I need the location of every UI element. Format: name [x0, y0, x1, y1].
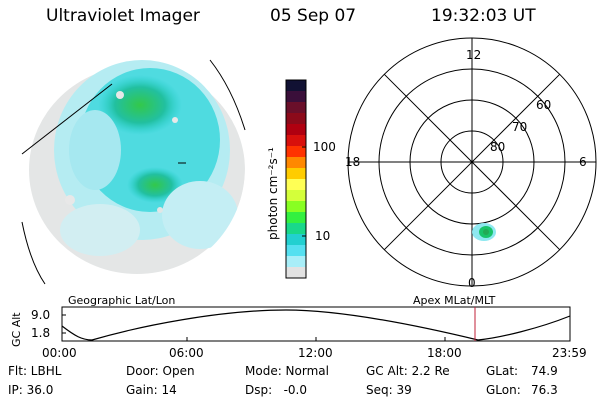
instrument-title: Ultraviolet Imager — [46, 6, 200, 26]
lat-label-70: 70 — [512, 120, 528, 134]
glon-label: GLon: — [486, 383, 521, 397]
colorbar-frame — [285, 79, 307, 279]
altitude-tick-9: 9.0 — [31, 308, 51, 322]
colorbar-swatch — [286, 212, 306, 224]
mlt-label-0: 0 — [468, 276, 476, 290]
glat-label: GLat: — [486, 364, 519, 378]
lat-label-60: 60 — [536, 98, 552, 112]
seq-status: Seq: 39 — [366, 383, 412, 397]
colorbar-tick-10: 10 — [315, 229, 331, 243]
time-tick-2359: 23:59 — [552, 346, 587, 360]
colorbar-swatch — [286, 91, 306, 103]
time-tick-0600: 06:00 — [169, 346, 204, 360]
colorbar — [285, 79, 307, 279]
colorbar-unit-label: photon cm⁻²s⁻¹ — [266, 147, 280, 240]
door-status: Door: Open — [126, 364, 195, 378]
colorbar-swatch — [286, 80, 306, 92]
mlt-label-12: 12 — [466, 48, 482, 62]
colorbar-swatch — [286, 190, 306, 202]
dsp-status: Dsp: -0.0 — [245, 383, 308, 397]
lat-label-80: 80 — [490, 140, 506, 154]
apex-caption: Apex MLat/MLT — [413, 294, 496, 307]
polar-plot[interactable] — [347, 37, 597, 287]
colorbar-swatch — [286, 267, 306, 279]
colorbar-swatch — [286, 245, 306, 257]
colorbar-swatch — [286, 113, 306, 125]
colorbar-tick-100: 100 — [313, 140, 336, 154]
time-tick-1200: 12:00 — [298, 346, 333, 360]
colorbar-swatch — [286, 146, 306, 158]
colorbar-swatch — [286, 135, 306, 147]
altitude-tick-1-8: 1.8 — [31, 326, 51, 340]
glat-value: 74.9 — [531, 364, 558, 378]
colorbar-swatch — [286, 157, 306, 169]
altitude-strip[interactable] — [61, 306, 571, 342]
filter-status: Flt: LBHL — [8, 364, 62, 378]
mlt-label-18: 18 — [345, 155, 361, 169]
colorbar-swatch — [286, 102, 306, 114]
time-tick-1800: 18:00 — [427, 346, 462, 360]
aurora-spot — [472, 223, 496, 241]
gc-alt-status: GC Alt: 2.2 Re — [366, 364, 450, 378]
geographic-caption: Geographic Lat/Lon — [68, 294, 176, 307]
observation-date: 05 Sep 07 — [270, 6, 357, 26]
glon-value: 76.3 — [531, 383, 558, 397]
mode-status: Mode: Normal — [245, 364, 329, 378]
observation-time: 19:32:03 UT — [431, 6, 536, 26]
mlt-label-6: 6 — [579, 155, 587, 169]
time-tick-0000: 00:00 — [42, 346, 77, 360]
colorbar-swatch — [286, 201, 306, 213]
ip-status: IP: 36.0 — [8, 383, 54, 397]
colorbar-swatch — [286, 223, 306, 235]
colorbar-swatch — [286, 168, 306, 180]
colorbar-swatch — [286, 256, 306, 268]
geographic-image[interactable] — [21, 59, 246, 285]
colorbar-swatch — [286, 124, 306, 136]
colorbar-swatch — [286, 179, 306, 191]
gain-status: Gain: 14 — [126, 383, 177, 397]
altitude-axis-label: GC Alt — [10, 312, 23, 347]
colorbar-swatch — [286, 234, 306, 246]
